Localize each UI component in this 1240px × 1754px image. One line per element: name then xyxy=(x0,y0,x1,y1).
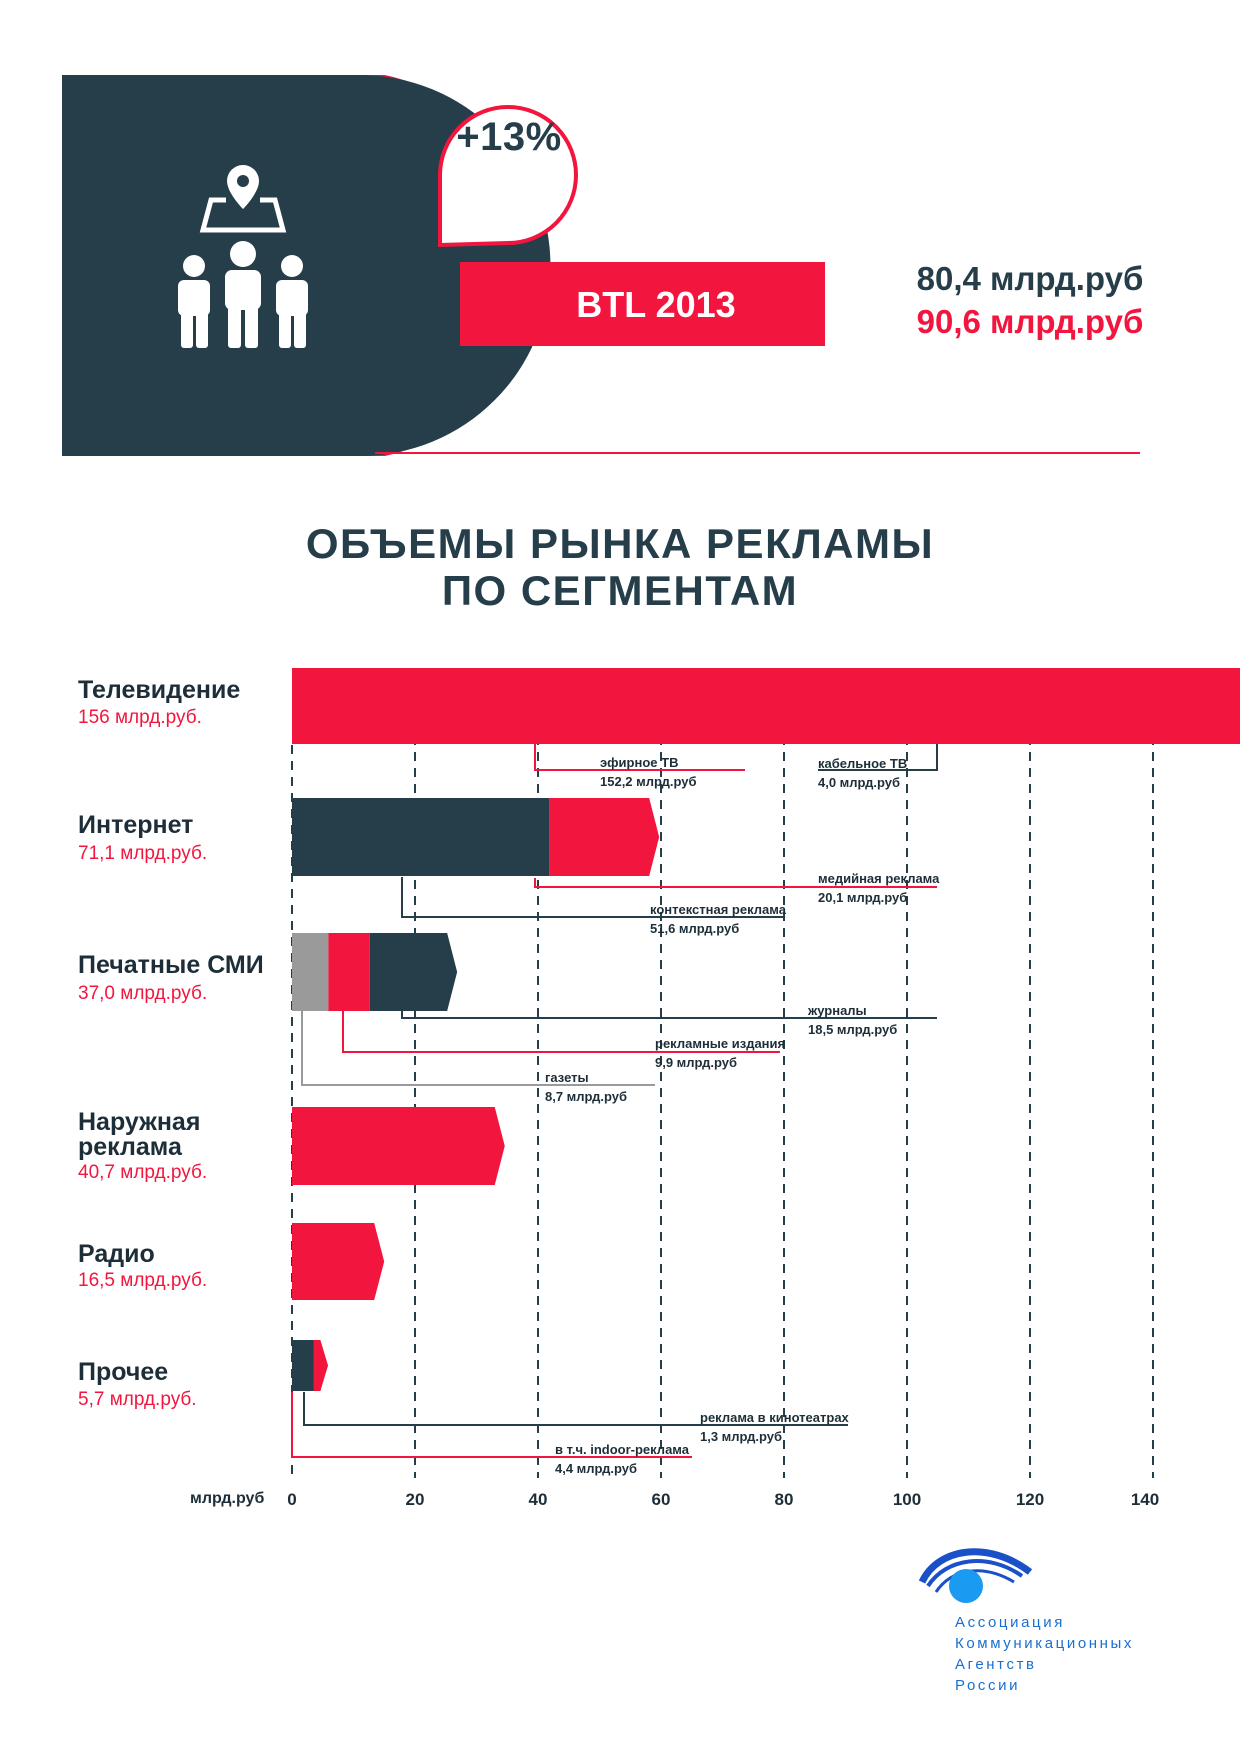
annotation-cinema-ads: реклама в кинотеатрах 1,3 млрд.руб xyxy=(700,1410,849,1444)
leader-indoor-ads xyxy=(291,1392,692,1458)
btl-value-previous: 80,4 млрд.руб xyxy=(916,260,1144,297)
bar-1-part-1 xyxy=(549,798,660,876)
segment-total-outdoor: 40,7 млрд.руб. xyxy=(78,1162,208,1183)
people-location-icon xyxy=(178,165,308,348)
x-tick-60: 60 xyxy=(651,1490,671,1509)
segment-total-print: 37,0 млрд.руб. xyxy=(78,983,208,1004)
segment-name-print: Печатные СМИ xyxy=(78,951,264,979)
segment-total-other: 5,7 млрд.руб. xyxy=(78,1389,197,1410)
header-graphic xyxy=(62,75,1140,456)
growth-percent: +13% xyxy=(456,115,562,159)
leader-cable-tv xyxy=(818,744,938,771)
bar-2-part-1 xyxy=(328,933,370,1011)
annotation-air-tv: эфирное ТВ 152,2 млрд.руб xyxy=(600,755,697,789)
bar-5-part-0 xyxy=(292,1340,314,1391)
bar-4-part-0 xyxy=(292,1223,385,1300)
x-tick-140: 140 xyxy=(1130,1490,1160,1509)
annotation-cable-tv: кабельное ТВ 4,0 млрд.руб xyxy=(818,756,908,790)
segment-name-tv: Телевидение xyxy=(78,676,241,704)
bar-3-part-0 xyxy=(292,1107,505,1185)
leader-ad-publications xyxy=(342,1011,780,1053)
btl-header: +13% BTL 2013 80,4 млрд.руб 90,6 млрд.ру… xyxy=(0,0,1240,470)
segment-total-radio: 16,5 млрд.руб. xyxy=(78,1270,208,1291)
annotation-ad-publications: рекламные издания 9,9 млрд.руб xyxy=(655,1036,786,1070)
akar-logo-icon xyxy=(918,1548,1033,1603)
page-title-line-2: ПО СЕГМЕНТАМ xyxy=(441,567,799,614)
leader-context-ads xyxy=(401,877,785,918)
axis-unit-label: млрд.руб xyxy=(190,1490,265,1507)
growth-bubble xyxy=(438,105,578,248)
btl-label: BTL 2013 xyxy=(576,284,736,325)
segment-total-internet: 71,1 млрд.руб. xyxy=(78,843,208,864)
annotation-magazines: журналы 18,5 млрд.руб xyxy=(808,1003,898,1037)
logo-line-2: Коммуникационных xyxy=(955,1635,1135,1652)
bar-0-part-0 xyxy=(292,668,1240,744)
bar-1-part-0 xyxy=(292,798,550,876)
annotation-newspapers: газеты 8,7 млрд.руб xyxy=(545,1070,628,1104)
logo-line-3: Агентств xyxy=(955,1656,1037,1673)
segment-name-radio: Радио xyxy=(78,1240,155,1268)
page-title-line-1: ОБЪЕМЫ РЫНКА РЕКЛАМЫ xyxy=(305,520,935,567)
leader-display-ads xyxy=(534,878,937,888)
leader-cinema-ads xyxy=(303,1392,848,1426)
btl-value-current: 90,6 млрд.руб xyxy=(916,303,1144,340)
akar-logo-text: Ассоциация Коммуникационных Агентств Рос… xyxy=(955,1612,1134,1696)
annotation-display-ads: медийная реклама 20,1 млрд.руб xyxy=(818,871,940,905)
leader-newspapers xyxy=(301,1011,655,1086)
segment-name-other: Прочее xyxy=(78,1358,169,1386)
x-tick-120: 120 xyxy=(1015,1490,1045,1509)
annotation-indoor-ads: в т.ч. indoor-реклама 4,4 млрд.руб xyxy=(555,1442,689,1476)
bar-2-part-0 xyxy=(292,933,329,1011)
leader-air-tv xyxy=(534,744,745,771)
x-tick-20: 20 xyxy=(405,1490,425,1509)
page-title: ОБЪЕМЫ РЫНКА РЕКЛАМЫ ПО СЕГМЕНТАМ xyxy=(0,520,1240,614)
x-tick-0: 0 xyxy=(287,1490,297,1509)
x-tick-80: 80 xyxy=(774,1490,794,1509)
annotation-context-ads: контекстная реклама 51,6 млрд.руб xyxy=(650,902,786,936)
leader-magazines xyxy=(401,1010,937,1019)
logo-line-1: Ассоциация xyxy=(955,1614,1065,1631)
segment-total-tv: 156 млрд.руб. xyxy=(78,707,202,728)
header-dark-disc xyxy=(62,75,551,456)
segments-chart xyxy=(291,668,1240,1478)
x-tick-100: 100 xyxy=(892,1490,922,1509)
bar-2-part-2 xyxy=(369,933,458,1011)
bar-5-part-1 xyxy=(313,1340,329,1391)
x-tick-40: 40 xyxy=(528,1490,548,1509)
segment-name-internet: Интернет xyxy=(78,811,194,839)
btl-bar xyxy=(460,262,825,346)
segment-name-outdoor: Наружная реклама xyxy=(78,1108,201,1161)
logo-line-4: России xyxy=(955,1677,1021,1694)
